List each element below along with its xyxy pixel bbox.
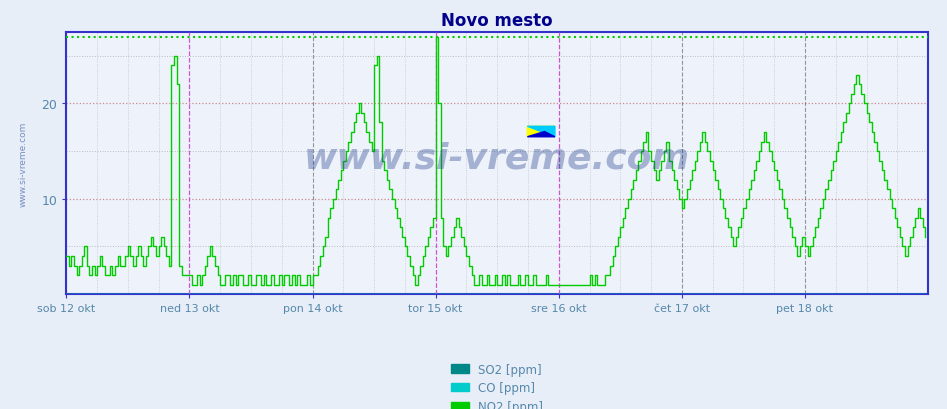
Text: www.si-vreme.com: www.si-vreme.com bbox=[304, 142, 690, 175]
Polygon shape bbox=[527, 127, 555, 137]
Text: www.si-vreme.com: www.si-vreme.com bbox=[19, 121, 27, 206]
Legend: SO2 [ppm], CO [ppm], NO2 [ppm]: SO2 [ppm], CO [ppm], NO2 [ppm] bbox=[446, 358, 548, 409]
Title: Novo mesto: Novo mesto bbox=[441, 12, 553, 30]
Polygon shape bbox=[527, 127, 555, 137]
Polygon shape bbox=[527, 132, 555, 137]
